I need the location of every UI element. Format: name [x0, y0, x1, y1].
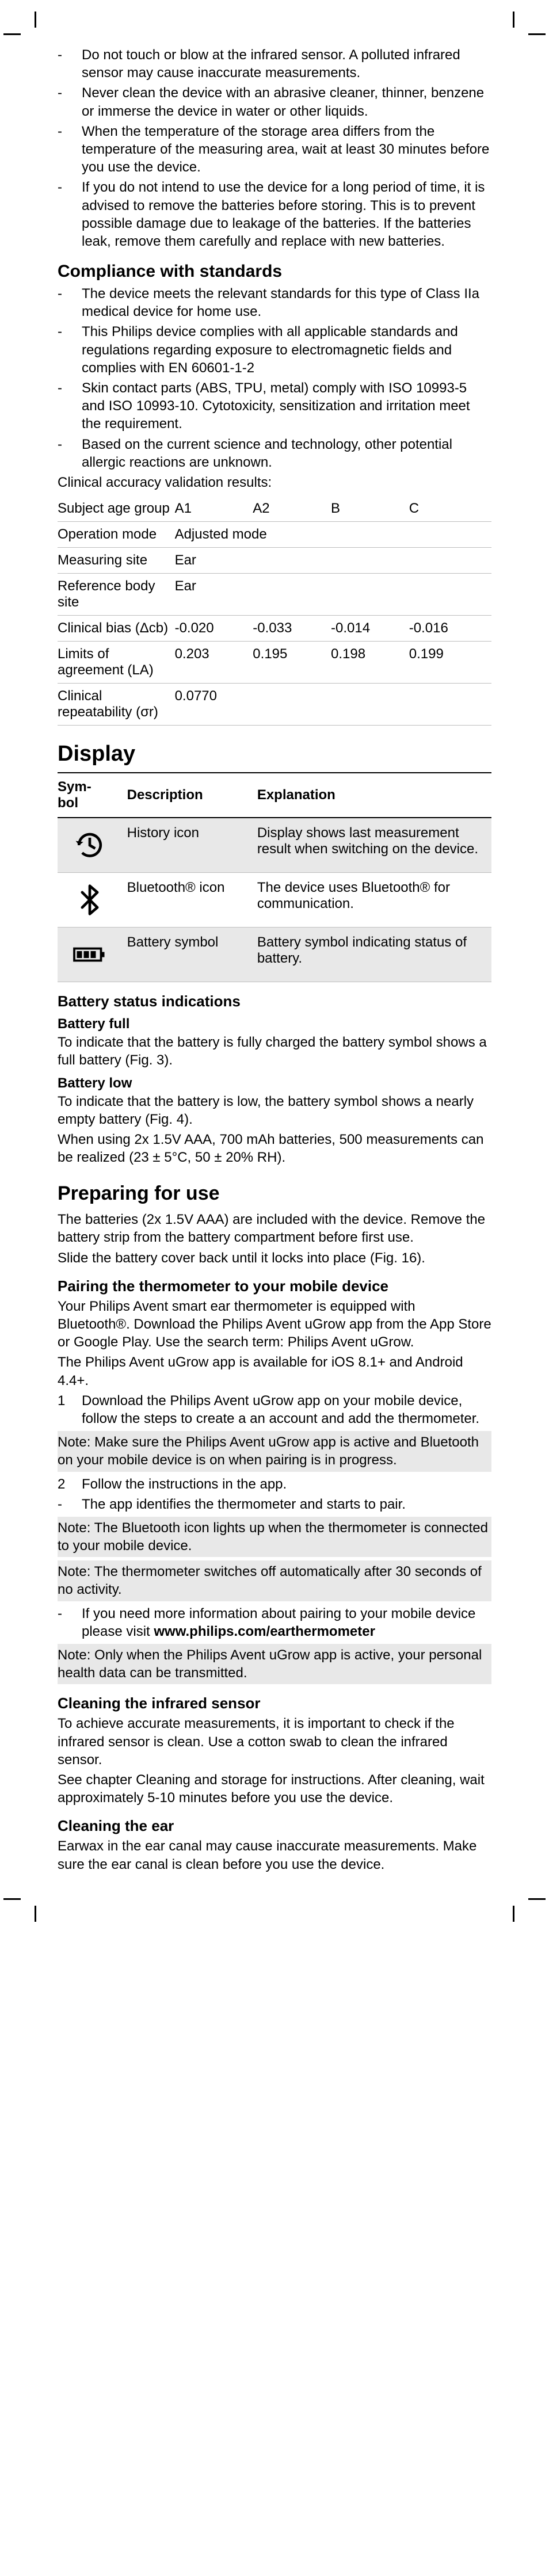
- th-desc: Description: [127, 773, 257, 818]
- cell: 0.203: [175, 642, 253, 684]
- table-row: Reference body site Ear: [58, 574, 491, 616]
- th-subject: Subject age group: [58, 496, 175, 522]
- warnings-list: Do not touch or blow at the infrared sen…: [58, 46, 491, 250]
- exp-cell: Display shows last measurement result wh…: [257, 818, 491, 873]
- pairing-note4: Note: Only when the Philips Avent uGrow …: [58, 1644, 491, 1684]
- compliance-item: This Philips device complies with all ap…: [82, 323, 491, 377]
- cleaning-sensor-p1: To achieve accurate measurements, it is …: [58, 1715, 491, 1769]
- display-heading: Display: [58, 742, 491, 766]
- desc-cell: Bluetooth® icon: [127, 873, 257, 928]
- history-icon: [58, 825, 123, 865]
- cleaning-ear-p: Earwax in the ear canal may cause inaccu…: [58, 1837, 491, 1873]
- pairing-bullets: The app identifies the thermometer and s…: [58, 1495, 491, 1513]
- th-a1: A1: [175, 496, 253, 522]
- cell: Ear: [175, 548, 491, 574]
- th-b: B: [331, 496, 409, 522]
- table-row: Clinical bias (Δcb) -0.020 -0.033 -0.014…: [58, 616, 491, 642]
- th-c: C: [409, 496, 491, 522]
- pairing-bullets2: If you need more information about pairi…: [58, 1605, 491, 1640]
- cell: Measuring site: [58, 548, 175, 574]
- th-a2: A2: [253, 496, 331, 522]
- cell: 0.195: [253, 642, 331, 684]
- preparing-p2: Slide the battery cover back until it lo…: [58, 1249, 491, 1267]
- compliance-list: The device meets the relevant standards …: [58, 285, 491, 471]
- cell: 0.0770: [175, 684, 491, 726]
- th-symbol: Sym- bol: [58, 773, 127, 818]
- pairing-intro1: Your Philips Avent smart ear thermometer…: [58, 1297, 491, 1352]
- battery-full-text: To indicate that the battery is fully ch…: [58, 1033, 491, 1069]
- exp-cell: Battery symbol indicating status of batt…: [257, 928, 491, 982]
- compliance-item: Skin contact parts (ABS, TPU, metal) com…: [82, 379, 491, 433]
- warning-item: Do not touch or blow at the infrared sen…: [82, 46, 491, 82]
- pairing-note3: Note: The thermometer switches off autom…: [58, 1560, 491, 1601]
- symbol-cell: [58, 928, 127, 982]
- cell: Operation mode: [58, 522, 175, 548]
- pairing-bullet: The app identifies the thermometer and s…: [82, 1495, 491, 1513]
- battery-low-heading: Battery low: [58, 1075, 491, 1092]
- cell: Reference body site: [58, 574, 175, 616]
- pairing-note1: Note: Make sure the Philips Avent uGrow …: [58, 1431, 491, 1471]
- compliance-heading: Compliance with standards: [58, 262, 491, 281]
- desc-cell: History icon: [127, 818, 257, 873]
- cell: Clinical bias (Δcb): [58, 616, 175, 642]
- display-table: Sym- bol Description Explanation History…: [58, 772, 491, 982]
- cleaning-ear-heading: Cleaning the ear: [58, 1817, 491, 1835]
- cell: Limits of agreement (LA): [58, 642, 175, 684]
- step-2: Follow the instructions in the app.: [82, 1475, 491, 1493]
- cell: 0.198: [331, 642, 409, 684]
- symbol-cell: [58, 818, 127, 873]
- table-row: Limits of agreement (LA) 0.203 0.195 0.1…: [58, 642, 491, 684]
- pairing-note2: Note: The Bluetooth icon lights up when …: [58, 1517, 491, 1557]
- pairing-steps: Download the Philips Avent uGrow app on …: [58, 1392, 491, 1428]
- table-row: Operation mode Adjusted mode: [58, 522, 491, 548]
- cleaning-sensor-heading: Cleaning the infrared sensor: [58, 1695, 491, 1712]
- pairing-heading: Pairing the thermometer to your mobile d…: [58, 1277, 491, 1295]
- exp-cell: The device uses Bluetooth® for communica…: [257, 873, 491, 928]
- warning-item: Never clean the device with an abrasive …: [82, 84, 491, 120]
- symbol-cell: [58, 873, 127, 928]
- table-row: Measuring site Ear: [58, 548, 491, 574]
- table-row: Bluetooth® icon The device uses Bluetoot…: [58, 873, 491, 928]
- preparing-p1: The batteries (2x 1.5V AAA) are included…: [58, 1211, 491, 1246]
- cell: Ear: [175, 574, 491, 616]
- battery-full-heading: Battery full: [58, 1016, 491, 1032]
- battery-status-heading: Battery status indications: [58, 993, 491, 1010]
- table-row: Clinical repeatability (σr) 0.0770: [58, 684, 491, 726]
- cell: -0.020: [175, 616, 253, 642]
- desc-cell: Battery symbol: [127, 928, 257, 982]
- step-1: Download the Philips Avent uGrow app on …: [82, 1392, 491, 1428]
- warning-item: If you do not intend to use the device f…: [82, 178, 491, 250]
- pairing-steps2: Follow the instructions in the app.: [58, 1475, 491, 1493]
- cell: Clinical repeatability (σr): [58, 684, 175, 726]
- cell: 0.199: [409, 642, 491, 684]
- compliance-item: Based on the current science and technol…: [82, 436, 491, 471]
- bluetooth-icon: [58, 880, 123, 920]
- battery-low-text2: When using 2x 1.5V AAA, 700 mAh batterie…: [58, 1131, 491, 1166]
- compliance-item: The device meets the relevant standards …: [82, 285, 491, 320]
- battery-low-text: To indicate that the battery is low, the…: [58, 1093, 491, 1128]
- th-exp: Explanation: [257, 773, 491, 818]
- cell: -0.016: [409, 616, 491, 642]
- cell: -0.033: [253, 616, 331, 642]
- cleaning-sensor-p2: See chapter Cleaning and storage for ins…: [58, 1771, 491, 1807]
- table-row: History icon Display shows last measurem…: [58, 818, 491, 873]
- warning-item: When the temperature of the storage area…: [82, 123, 491, 177]
- compliance-table-intro: Clinical accuracy validation results:: [58, 474, 491, 491]
- clinical-accuracy-table: Subject age group A1 A2 B C Operation mo…: [58, 496, 491, 726]
- pairing-url: www.philips.com/earthermometer: [154, 1624, 375, 1639]
- table-row: Battery symbol Battery symbol indicating…: [58, 928, 491, 982]
- battery-icon: [58, 934, 123, 975]
- cell: -0.014: [331, 616, 409, 642]
- cell: Adjusted mode: [175, 522, 491, 548]
- pairing-bullet-link: If you need more information about pairi…: [82, 1605, 491, 1640]
- pairing-intro2: The Philips Avent uGrow app is available…: [58, 1353, 491, 1389]
- preparing-heading: Preparing for use: [58, 1182, 491, 1205]
